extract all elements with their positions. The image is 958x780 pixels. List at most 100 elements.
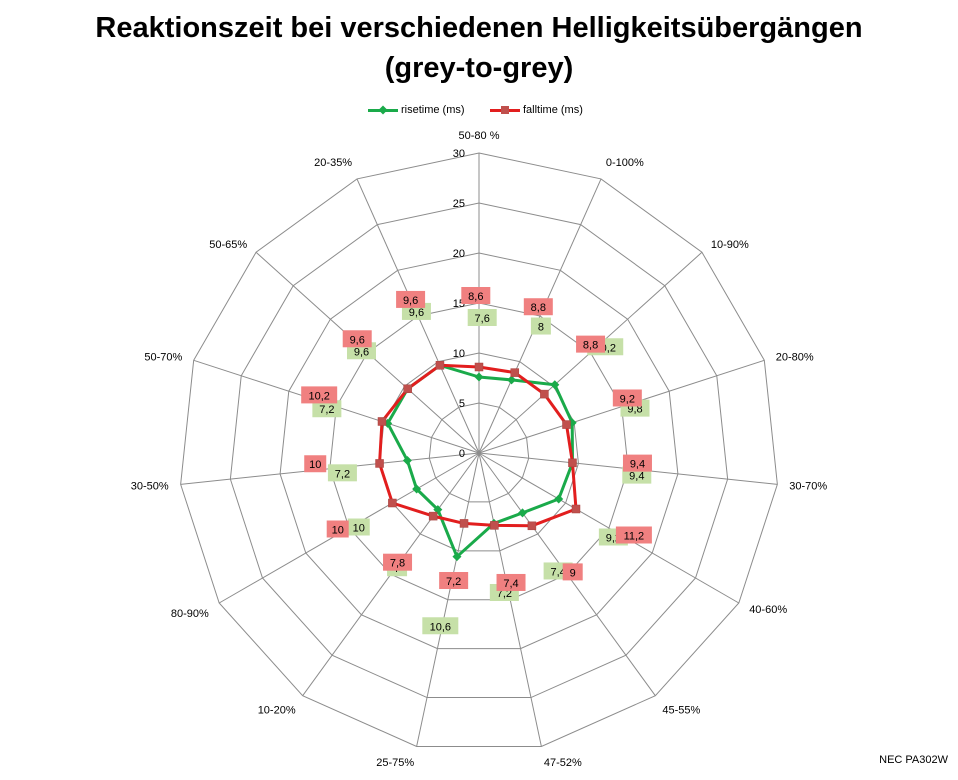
data-label-bg-falltime	[342, 330, 372, 348]
legend-risetime-swatch-icon	[368, 105, 398, 115]
data-point-falltime	[571, 504, 581, 514]
axis-tick-label: 0	[459, 448, 465, 460]
category-label: 40-60%	[749, 604, 787, 616]
axis-tick-label: 30	[453, 148, 465, 160]
chart-title-line-2: (grey-to-grey)	[384, 52, 574, 84]
legend-item-falltime: falltime (ms)	[490, 102, 583, 118]
data-point-risetime	[474, 372, 484, 382]
data-point-risetime	[550, 380, 560, 390]
data-label-risetime: 10,6	[430, 621, 451, 633]
category-label: 80-90%	[171, 608, 209, 620]
data-label-bg-risetime	[467, 309, 497, 326]
data-point-falltime	[562, 420, 571, 429]
data-label-falltime: 10,2	[308, 390, 329, 402]
data-label-bg-falltime	[622, 454, 652, 472]
data-label-risetime: 9,4	[629, 471, 644, 483]
data-point-risetime	[452, 552, 462, 562]
data-label-bg-falltime	[461, 287, 491, 304]
data-label-bg-falltime	[301, 386, 338, 404]
data-label-bg-falltime	[523, 298, 553, 316]
data-label-falltime: 9,6	[350, 334, 365, 346]
legend: risetime (ms) falltime (ms)	[360, 102, 600, 118]
grid-ring-15	[329, 302, 629, 601]
category-label: 50-70%	[144, 352, 182, 364]
data-label-falltime: 8,8	[531, 302, 546, 314]
data-label-falltime: 11,2	[624, 531, 645, 543]
category-label: 50-65%	[209, 239, 247, 251]
data-point-risetime	[507, 375, 517, 385]
axis-tick-label: 25	[453, 198, 465, 210]
chart-title-line-1: Reaktionszeit bei verschiedenen Helligke…	[95, 12, 863, 44]
data-label-falltime: 10	[309, 459, 321, 471]
data-point-falltime	[459, 519, 469, 528]
data-label-risetime: 7,6	[475, 313, 490, 325]
data-label-bg-risetime	[347, 518, 370, 536]
data-label-falltime: 7,4	[503, 578, 518, 590]
category-label: 0-100%	[606, 157, 644, 169]
data-label-falltime: 10	[332, 525, 344, 537]
series-line-falltime	[378, 363, 578, 528]
data-label-risetime: 7,2	[497, 588, 512, 600]
data-label-falltime: 9,4	[630, 459, 645, 471]
data-point-risetime	[517, 508, 527, 518]
grid-spoke	[478, 178, 602, 454]
axis-tick-label: 5	[459, 398, 465, 410]
category-label: 20-35%	[314, 157, 352, 169]
data-label-bg-falltime	[562, 563, 583, 581]
data-label-risetime: 10	[353, 523, 365, 535]
data-point-risetime	[554, 494, 564, 504]
data-label-risetime: 7,2	[319, 404, 334, 416]
legend-falltime-swatch-icon	[490, 105, 520, 115]
data-label-risetime: 8	[538, 322, 544, 334]
data-point-falltime	[490, 521, 499, 530]
data-label-falltime: 9,6	[403, 295, 418, 307]
grid-ring-30	[180, 152, 778, 747]
category-label: 30-50%	[131, 481, 169, 493]
data-point-falltime	[474, 362, 484, 372]
data-label-bg-falltime	[304, 455, 327, 473]
data-label-bg-risetime	[312, 400, 342, 418]
data-label-risetime: 9,8	[627, 404, 642, 416]
grid-ring-5	[428, 402, 530, 503]
data-label-bg-risetime	[327, 464, 357, 482]
data-label-bg-falltime	[396, 290, 426, 308]
grid-ring-25	[229, 202, 729, 699]
data-point-risetime	[412, 484, 422, 494]
data-label-falltime: 7,2	[446, 576, 461, 588]
data-label-bg-falltime	[615, 526, 652, 544]
category-label: 10-20%	[258, 704, 296, 716]
data-label-falltime: 7,8	[390, 558, 405, 570]
data-label-risetime: 9,6	[409, 307, 424, 319]
series-line-risetime	[386, 363, 574, 559]
data-point-falltime	[510, 368, 520, 377]
category-label: 25-75%	[376, 757, 414, 769]
data-label-falltime: 8,8	[583, 340, 598, 352]
data-label-falltime: 8,6	[468, 291, 483, 303]
data-point-falltime	[388, 498, 397, 508]
data-label-falltime: 9,2	[620, 393, 635, 405]
data-label-risetime: 7,4	[550, 566, 565, 578]
category-label: 47-52%	[544, 757, 582, 769]
data-point-risetime	[402, 456, 412, 466]
data-point-falltime	[540, 389, 549, 399]
data-label-risetime: 9,6	[354, 346, 369, 358]
data-point-falltime	[377, 417, 387, 426]
axis-tick-label: 10	[453, 348, 465, 360]
data-point-falltime	[435, 361, 445, 370]
data-label-bg-falltime	[326, 520, 349, 538]
category-label: 45-55%	[662, 704, 700, 716]
data-label-bg-risetime	[422, 617, 459, 635]
category-label: 10-90%	[711, 239, 749, 251]
data-label-bg-falltime	[576, 335, 606, 353]
data-point-falltime	[375, 459, 384, 468]
axis-tick-label: 20	[453, 248, 465, 260]
data-label-risetime: 7,2	[335, 468, 350, 480]
data-label-bg-falltime	[383, 553, 413, 571]
data-label-bg-falltime	[496, 573, 526, 591]
data-point-falltime	[527, 521, 537, 531]
grid-ring-20	[279, 252, 679, 650]
grid-spoke	[416, 452, 480, 747]
data-label-bg-falltime	[439, 572, 469, 590]
category-label: 50-80 %	[459, 130, 500, 142]
